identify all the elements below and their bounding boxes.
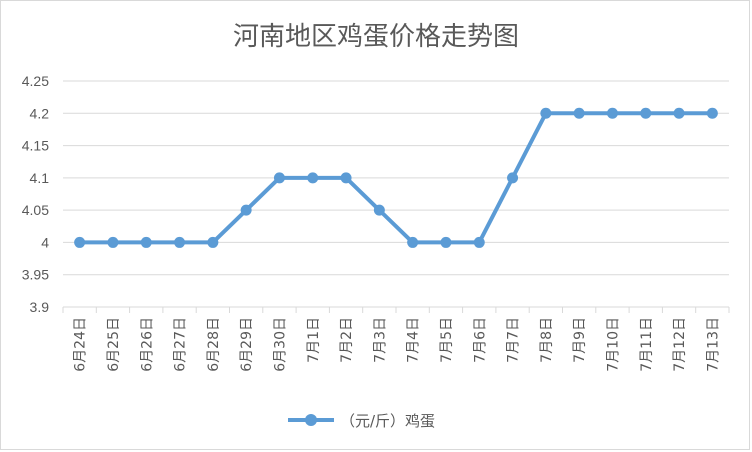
x-tick-label: 6月30日	[272, 317, 288, 372]
data-point	[673, 107, 685, 119]
x-tick-label: 6月29日	[239, 317, 255, 372]
x-tick-label: 6月24日	[73, 317, 89, 372]
x-tick-label: 7月8日	[539, 317, 555, 363]
data-point	[207, 236, 219, 248]
y-tick-label: 4.25	[22, 73, 49, 89]
y-tick-label: 3.95	[22, 267, 49, 283]
x-tick-label: 7月7日	[506, 317, 522, 363]
data-point	[174, 236, 186, 248]
x-tick-label: 7月2日	[339, 317, 355, 363]
data-point	[273, 172, 285, 184]
y-tick-label: 4	[41, 234, 49, 250]
gridlines	[62, 80, 730, 313]
series-layer	[74, 107, 718, 248]
y-tick-label: 4.05	[22, 202, 49, 218]
chart-title: 河南地区鸡蛋价格走势图	[233, 22, 519, 52]
legend: （元/斤）鸡蛋	[288, 412, 435, 430]
y-tick-label: 4.2	[30, 105, 50, 121]
x-tick-label: 6月26日	[139, 317, 155, 372]
data-point	[440, 236, 452, 248]
y-tick-label: 3.9	[30, 299, 50, 315]
data-point	[640, 107, 652, 119]
y-tick-label: 4.1	[30, 170, 50, 186]
x-tick-label: 7月13日	[705, 317, 721, 372]
data-point	[507, 172, 519, 184]
data-point	[706, 107, 718, 119]
data-point	[340, 172, 352, 184]
x-tick-label: 7月5日	[439, 317, 455, 363]
x-tick-label: 7月9日	[572, 317, 588, 363]
data-point	[307, 172, 319, 184]
x-tick-label: 6月25日	[106, 317, 122, 372]
data-point	[473, 236, 485, 248]
x-tick-label: 7月6日	[472, 317, 488, 363]
x-tick-label: 7月4日	[406, 317, 422, 363]
x-tick-label: 7月1日	[306, 317, 322, 363]
data-point	[107, 236, 119, 248]
data-point	[540, 107, 552, 119]
legend-label: （元/斤）鸡蛋	[340, 412, 435, 430]
y-tick-label: 4.15	[22, 138, 49, 154]
x-tick-label: 7月12日	[672, 317, 688, 372]
x-tick-label: 6月27日	[173, 317, 189, 372]
data-point	[407, 236, 419, 248]
data-point	[240, 204, 252, 216]
data-point	[373, 204, 385, 216]
data-point	[606, 107, 618, 119]
data-point	[573, 107, 585, 119]
y-axis-tick-labels: 3.9 3.95 4 4.05 4.1 4.15 4.2 4.25	[22, 73, 49, 315]
x-tick-label: 6月28日	[206, 317, 222, 372]
x-tick-label: 7月11日	[639, 317, 655, 372]
data-point	[74, 236, 86, 248]
series-line-0	[79, 111, 713, 245]
x-axis-tick-labels: 6月24日 6月25日 6月26日 6月27日 6月28日 6月29日 6月30日 7月1日 7…	[73, 317, 722, 372]
data-point	[140, 236, 152, 248]
x-tick-label: 7月3日	[372, 317, 388, 363]
x-tick-label: 7月10日	[605, 317, 621, 372]
legend-marker-swatch	[305, 414, 317, 426]
